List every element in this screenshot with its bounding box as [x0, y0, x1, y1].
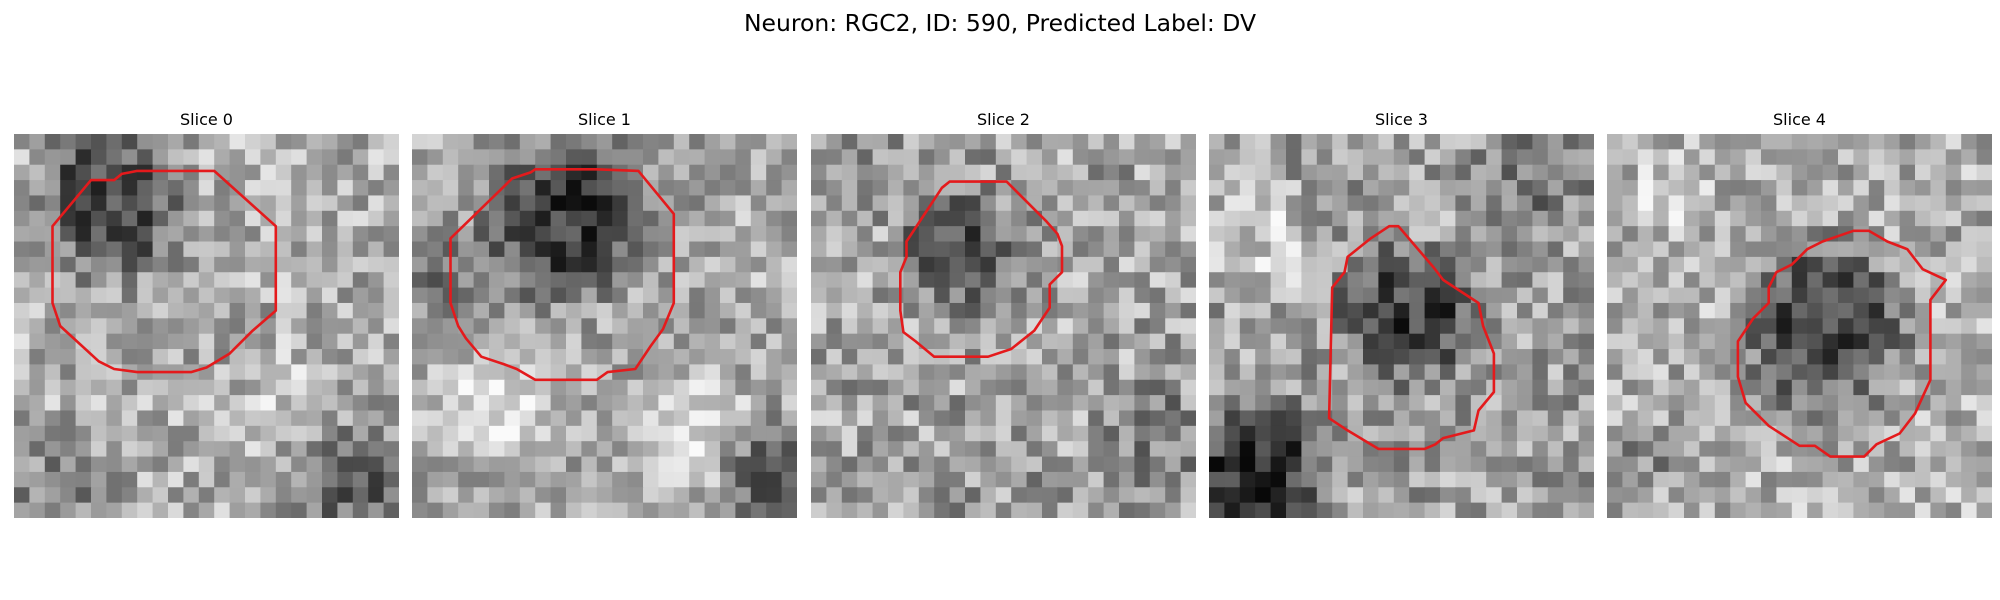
slice-image-1: [412, 134, 797, 518]
slice-image-4: [1607, 134, 1992, 518]
slice-image-2: [811, 134, 1196, 518]
slice-title-1: Slice 1: [578, 110, 631, 129]
roi-contour: [1736, 229, 1948, 458]
slice-panel-3: Slice 3: [1209, 110, 1594, 520]
slice-title-4: Slice 4: [1773, 110, 1826, 129]
slice-panel-1: Slice 1: [412, 110, 797, 520]
slice-image-0: [14, 134, 399, 518]
slice-title-2: Slice 2: [977, 110, 1030, 129]
slice-panel-2: Slice 2: [811, 110, 1196, 520]
roi-contour: [899, 180, 1064, 358]
slice-title-0: Slice 0: [180, 110, 233, 129]
slice-panel-0: Slice 0: [14, 110, 399, 520]
roi-contour: [51, 169, 278, 374]
roi-contour: [449, 167, 676, 382]
roi-contour: [1327, 224, 1496, 451]
slice-image-3: [1209, 134, 1594, 518]
slice-title-3: Slice 3: [1375, 110, 1428, 129]
slice-panel-4: Slice 4: [1607, 110, 1992, 520]
figure-title: Neuron: RGC2, ID: 590, Predicted Label: …: [743, 9, 1257, 37]
